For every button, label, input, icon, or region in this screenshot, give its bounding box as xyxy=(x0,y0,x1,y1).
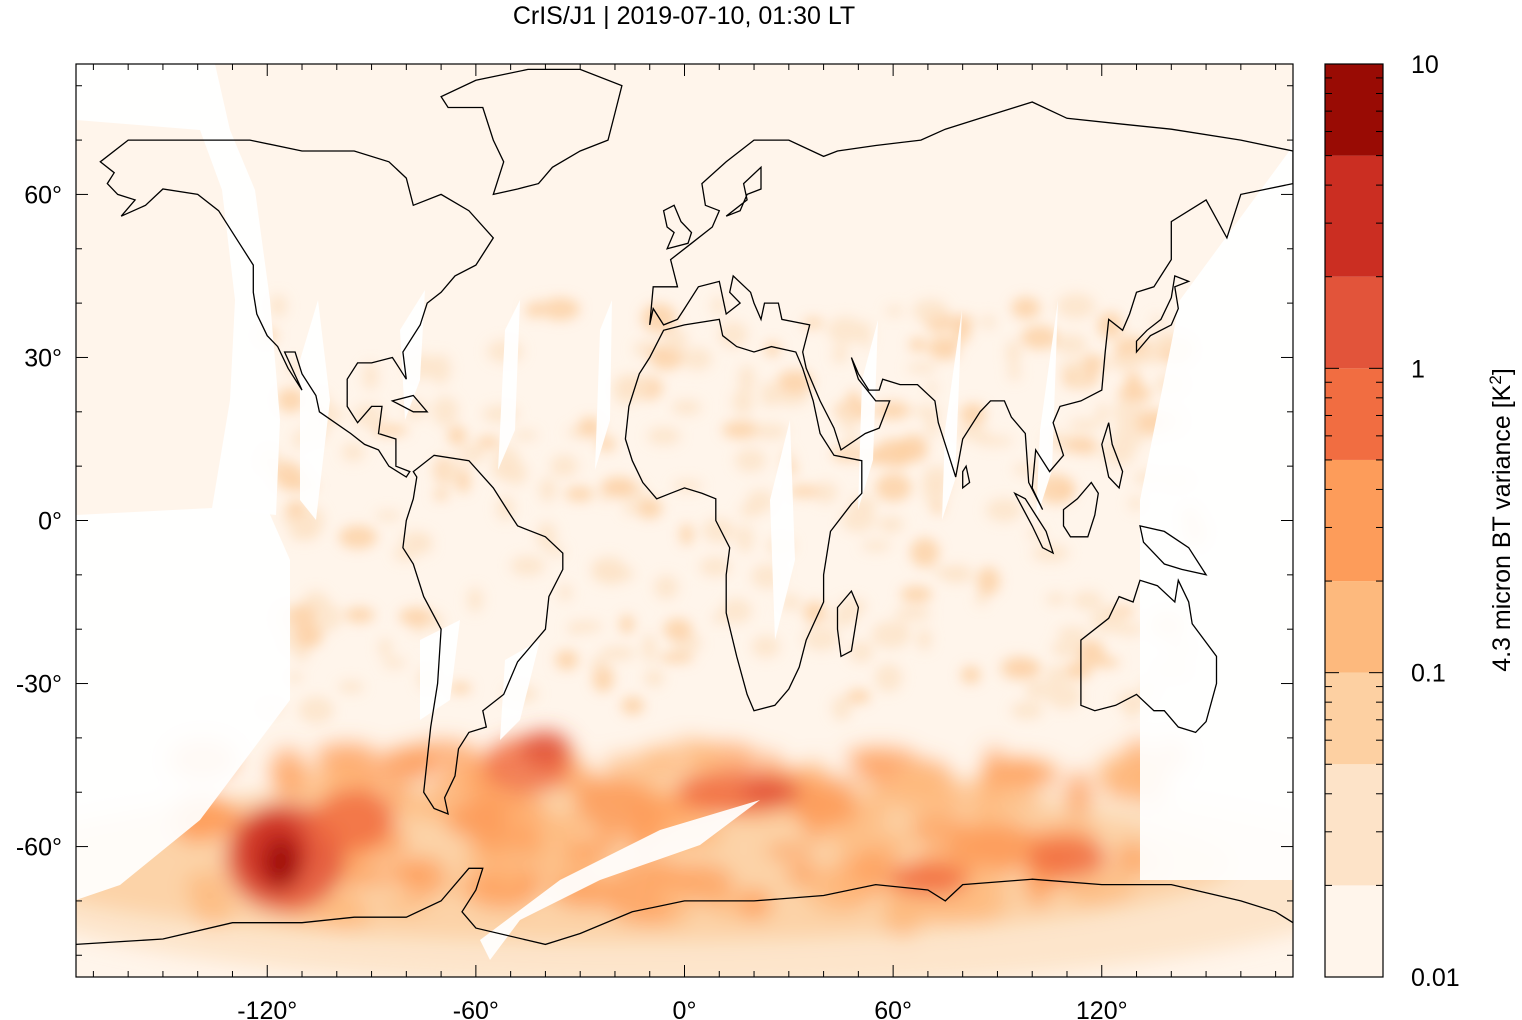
coastline-path xyxy=(402,454,564,816)
colorbar-band xyxy=(1325,276,1383,369)
colorbar-frame xyxy=(1324,63,1384,978)
x-tick-label: 120° xyxy=(1076,997,1128,1020)
x-tick-label: -60° xyxy=(453,997,499,1020)
coastline-path xyxy=(1139,525,1208,576)
coastline-path xyxy=(1013,491,1055,555)
x-tick-label: 60° xyxy=(874,997,912,1020)
colorbar-band xyxy=(1325,581,1383,673)
orbit-gaps xyxy=(76,64,1293,960)
colorbar-band xyxy=(1325,459,1383,582)
y-tick-label: 60° xyxy=(24,181,62,209)
colorbar-tick-label: 10 xyxy=(1411,51,1439,79)
axis-ticks xyxy=(76,64,1293,977)
colorbar-band xyxy=(1325,672,1383,765)
coastline-path xyxy=(649,101,1293,510)
colorbar-tick-label: 1 xyxy=(1411,355,1425,383)
chart-title: CrIS/J1 | 2019-07-10, 01:30 LT xyxy=(513,2,855,30)
colorbar-label: 4.3 micron BT variance [K2] xyxy=(1486,368,1516,672)
colorbar-tick-label: 0.01 xyxy=(1411,964,1460,992)
axis-tick-labels: -120° -60° 0° 60° 120° 60° 30° 0° -30° -60° xyxy=(16,181,1128,1020)
coastline-path xyxy=(662,204,693,250)
colorbar-tick-labels: 10 1 0.1 0.01 xyxy=(1411,51,1460,992)
colorbar: 10 1 0.1 0.01 4.3 micron BT variance [K2] xyxy=(1324,51,1516,992)
colorbar-band xyxy=(1325,368,1383,460)
coastline-path xyxy=(836,589,860,658)
y-tick-label: -60° xyxy=(16,834,62,862)
colorbar-band xyxy=(1325,64,1383,156)
colorbar-band xyxy=(1325,764,1383,886)
coastline-path xyxy=(962,464,971,490)
coastlines xyxy=(76,68,1293,946)
coastline-path xyxy=(1135,274,1191,354)
coastline-path xyxy=(1080,578,1218,734)
coastline-path xyxy=(390,394,429,413)
heatmap-plot-area xyxy=(76,64,1293,977)
y-tick-label: 30° xyxy=(24,344,62,372)
coastline-path xyxy=(1062,481,1099,538)
y-tick-label: 0° xyxy=(38,508,62,536)
colorbar-band xyxy=(1325,155,1383,277)
coastline-path xyxy=(99,139,495,478)
x-tick-label: -120° xyxy=(237,997,297,1020)
colorbar-band xyxy=(1325,885,1383,977)
y-tick-label: -30° xyxy=(16,671,62,699)
coastline-path xyxy=(76,867,1293,946)
colorbar-tick-label: 0.1 xyxy=(1411,660,1446,688)
coastline-path xyxy=(725,165,762,217)
colorbar-bands xyxy=(1325,64,1383,977)
field-southern-band xyxy=(76,730,1293,977)
colorbar-ticks xyxy=(1325,63,1383,978)
coastline-path xyxy=(1101,422,1124,490)
x-tick-label: 0° xyxy=(673,997,697,1020)
coastline-path xyxy=(624,318,863,712)
